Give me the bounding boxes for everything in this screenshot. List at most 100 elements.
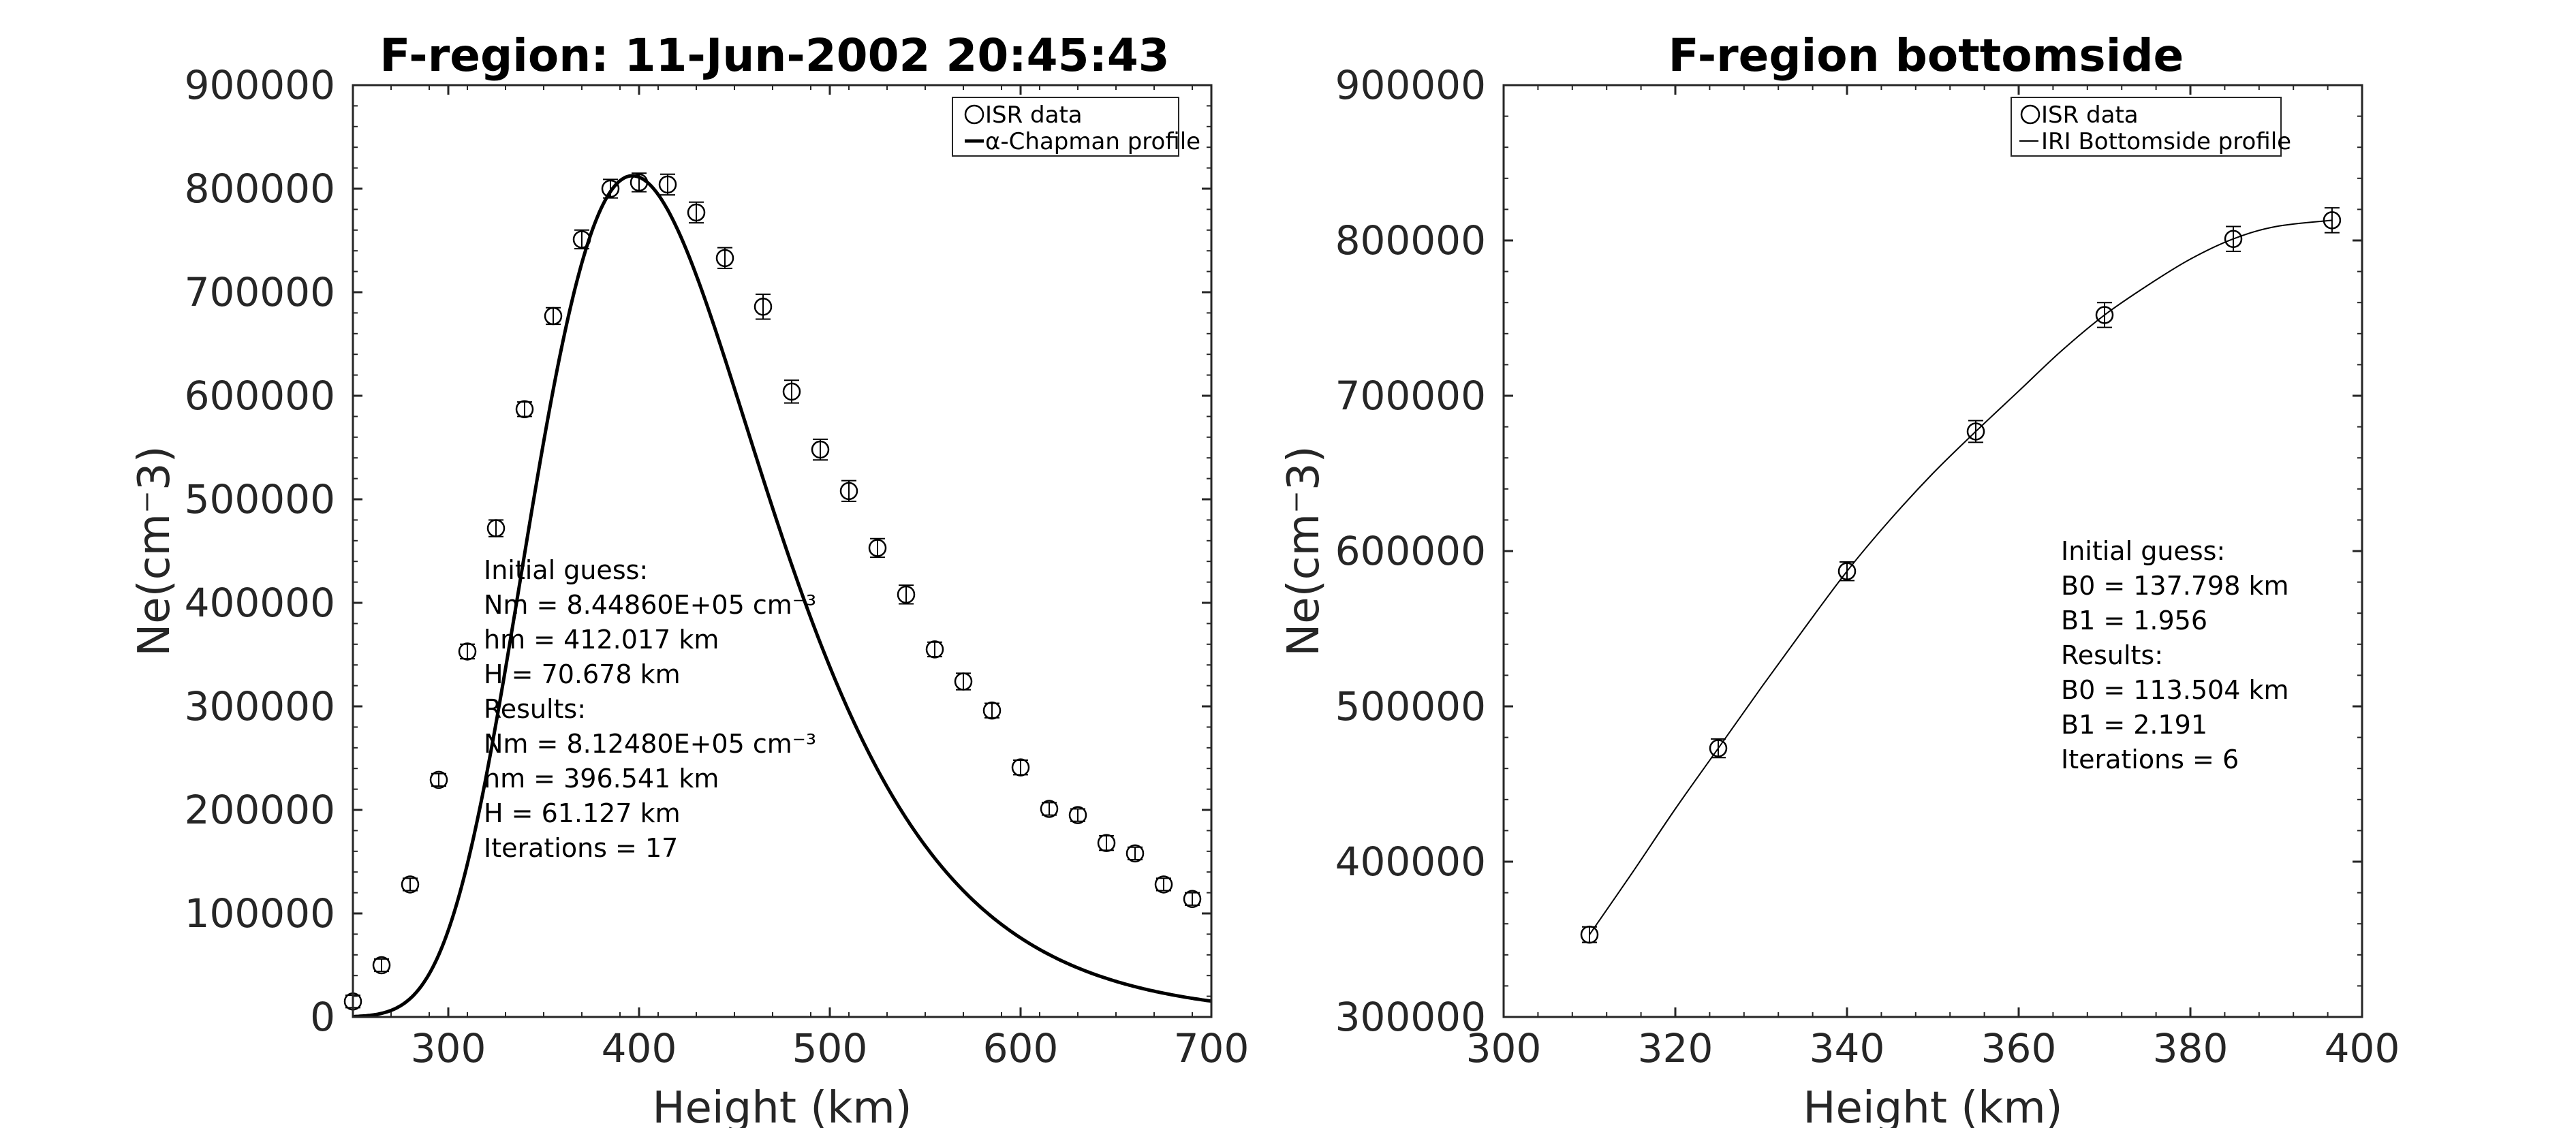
data-point	[925, 640, 944, 659]
y-tick-label: 300000	[185, 683, 335, 730]
data-point	[1126, 844, 1145, 863]
y-tick-label: 600000	[1335, 528, 1486, 574]
data-point	[954, 672, 973, 691]
x-tick-label: 300	[411, 1025, 486, 1071]
x-tick-label: 340	[1810, 1025, 1885, 1071]
data-point-marker	[1097, 834, 1116, 852]
data-point-marker	[715, 249, 734, 268]
y-tick-label: 800000	[185, 166, 335, 212]
data-point-marker	[925, 640, 944, 659]
data-point	[2224, 225, 2243, 252]
legend-circle-marker-icon	[2020, 104, 2040, 125]
chart-right-legend-item-iri: IRI Bottomside profile	[2041, 128, 2291, 155]
data-point	[1709, 738, 1728, 759]
y-tick-label: 900000	[185, 62, 335, 108]
data-point	[715, 247, 734, 270]
y-tick-label: 700000	[1335, 373, 1486, 419]
annotation-line: B1 = 1.956	[2061, 606, 2207, 636]
data-point-marker	[458, 642, 477, 661]
data-point	[687, 201, 706, 224]
data-point-marker	[1966, 422, 1985, 441]
x-tick-label: 360	[1981, 1025, 2057, 1071]
data-point-marker	[1154, 875, 1173, 894]
annotation-line: H = 61.127 km	[484, 798, 681, 828]
data-point-marker	[1040, 800, 1059, 818]
data-point	[429, 770, 448, 789]
data-point-marker	[782, 382, 801, 401]
data-point-marker	[601, 179, 620, 198]
data-point	[601, 178, 620, 199]
chart-right-annotation: Initial guess: B0 = 137.798 km B1 = 1.95…	[2061, 536, 2289, 774]
data-point	[658, 173, 677, 196]
y-tick-label: 200000	[185, 787, 335, 833]
chart-left-title: F-region: 11-Jun-2002 20:45:43	[379, 29, 1169, 82]
x-tick-label: 400	[602, 1025, 677, 1071]
chart-left-legend-box	[952, 97, 1179, 157]
annotation-line: B0 = 113.504 km	[2061, 675, 2289, 705]
data-point-marker	[897, 585, 916, 604]
annotation-line: H = 70.678 km	[484, 659, 681, 689]
chart-right-x-axis-label: Height (km)	[1803, 1083, 2062, 1128]
data-point	[1068, 806, 1087, 824]
profile-curve	[1589, 219, 2333, 935]
data-point-marker	[868, 539, 887, 557]
data-point-marker	[572, 230, 591, 249]
data-point	[401, 875, 420, 894]
y-tick-label: 400000	[1335, 839, 1486, 885]
data-point	[897, 584, 916, 605]
data-point-marker	[1011, 758, 1030, 777]
legend-circle-marker-icon	[964, 104, 984, 125]
data-point-marker	[658, 175, 677, 194]
chart-right-legend: ISR data IRI Bottomside profile	[2011, 97, 2291, 157]
y-tick-label: 900000	[1335, 62, 1486, 108]
y-tick-label: 500000	[185, 476, 335, 522]
chart-left-legend: ISR data α-Chapman profile	[952, 97, 1200, 157]
data-point-marker	[486, 519, 506, 537]
data-point-marker	[2323, 211, 2342, 230]
data-point	[2323, 207, 2342, 234]
y-tick-label: 800000	[1335, 217, 1486, 264]
data-point-marker	[1126, 844, 1145, 863]
data-point-marker	[754, 298, 773, 316]
data-point	[868, 537, 887, 559]
chart-left-x-axis-label: Height (km)	[652, 1083, 912, 1128]
chart-left-marks	[343, 172, 1211, 1017]
data-point-marker	[429, 770, 448, 789]
annotation-line: Initial guess:	[484, 555, 648, 585]
annotation-line: Results:	[484, 694, 586, 724]
chart-left-annotation: Initial guess: Nm = 8.44860E+05 cm⁻³ hm …	[484, 555, 816, 863]
data-point	[982, 701, 1002, 720]
data-point-marker	[687, 203, 706, 222]
data-point-marker	[839, 482, 858, 501]
data-point-marker	[811, 440, 830, 459]
data-point	[811, 438, 830, 461]
annotation-line: Nm = 8.44860E+05 cm⁻³	[484, 590, 816, 620]
data-point	[839, 480, 858, 503]
x-tick-label: 320	[1638, 1025, 1713, 1071]
chart-right-y-axis-label: Ne(cm⁻3)	[1279, 445, 1329, 656]
y-tick-label: 400000	[185, 580, 335, 626]
data-point	[1580, 925, 1599, 944]
annotation-line: Nm = 8.12480E+05 cm⁻³	[484, 729, 816, 759]
data-point-marker	[1709, 739, 1728, 757]
x-tick-label: 700	[1174, 1025, 1250, 1071]
chart-left: F-region: 11-Jun-2002 20:45:43 300 400 500…	[129, 29, 1249, 1128]
data-point-marker	[372, 956, 391, 975]
y-tick-label: 100000	[185, 890, 335, 937]
x-tick-label: 500	[792, 1025, 868, 1071]
data-point	[372, 956, 391, 975]
annotation-line: Results:	[2061, 640, 2163, 670]
y-tick-label: 600000	[185, 373, 335, 419]
chart-left-y-axis-label: Ne(cm⁻3)	[129, 445, 180, 656]
x-tick-label: 380	[2153, 1025, 2229, 1071]
annotation-line: Iterations = 6	[2061, 745, 2239, 774]
data-point	[515, 400, 534, 419]
data-point-marker	[954, 672, 973, 691]
chart-right-legend-box	[2011, 97, 2282, 157]
data-point	[630, 172, 649, 193]
data-point	[486, 519, 506, 537]
chart-right-ticks: 300 320 340 360 380 400 300000 400000 500000 6000…	[1335, 62, 2400, 1071]
y-tick-label: 500000	[1335, 683, 1486, 730]
